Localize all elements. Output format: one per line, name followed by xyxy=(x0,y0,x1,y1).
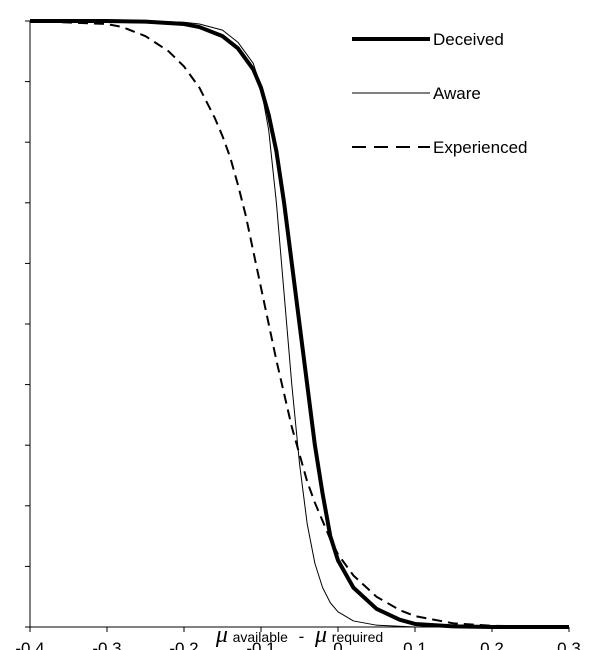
x-axis-title-mu-available: μ xyxy=(215,622,228,648)
x-axis-title-sub-available: available xyxy=(233,629,288,645)
x-axis-title-sub-required: required xyxy=(332,629,383,645)
y-axis-ticks xyxy=(25,20,30,628)
x-axis-title: μ available - μ required xyxy=(215,622,383,648)
x-tick-label: -0.1 xyxy=(246,639,275,650)
x-axis-tick-labels: -0.4 -0.3 -0.2 -0.1 0 0.1 0.2 0.3 xyxy=(15,639,580,650)
legend-label-deceived: Deceived xyxy=(433,30,504,49)
x-tick-label: 0.1 xyxy=(403,639,427,650)
x-tick-label: 0.3 xyxy=(557,639,581,650)
x-tick-label: 0.2 xyxy=(480,639,504,650)
x-axis-title-minus: - xyxy=(299,627,305,646)
series-line-deceived xyxy=(30,19,569,629)
legend-label-aware: Aware xyxy=(433,84,481,103)
series-line-aware xyxy=(30,20,569,628)
series-line-experienced xyxy=(29,20,570,628)
x-tick-label: -0.3 xyxy=(92,639,121,650)
x-axis-title-mu-required: μ xyxy=(314,622,327,648)
x-tick-label: 0 xyxy=(333,639,342,650)
chart-axes: -0.4 -0.3 -0.2 -0.1 0 0.1 0.2 0.3 xyxy=(15,20,581,650)
x-tick-label: -0.4 xyxy=(15,639,44,650)
legend-label-experienced: Experienced xyxy=(433,138,528,157)
x-tick-label: -0.2 xyxy=(169,639,198,650)
plot-series xyxy=(29,19,570,629)
legend: Deceived Aware Experienced xyxy=(352,30,528,157)
